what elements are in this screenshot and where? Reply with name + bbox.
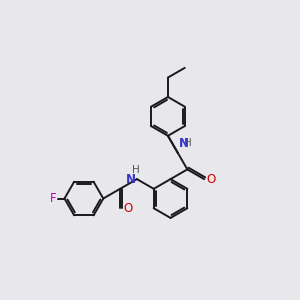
Text: N: N bbox=[178, 137, 188, 150]
Text: O: O bbox=[123, 202, 132, 215]
Text: H: H bbox=[184, 138, 192, 148]
Text: H: H bbox=[131, 165, 139, 176]
Text: N: N bbox=[125, 172, 135, 186]
Text: F: F bbox=[50, 192, 57, 205]
Text: O: O bbox=[206, 172, 216, 186]
